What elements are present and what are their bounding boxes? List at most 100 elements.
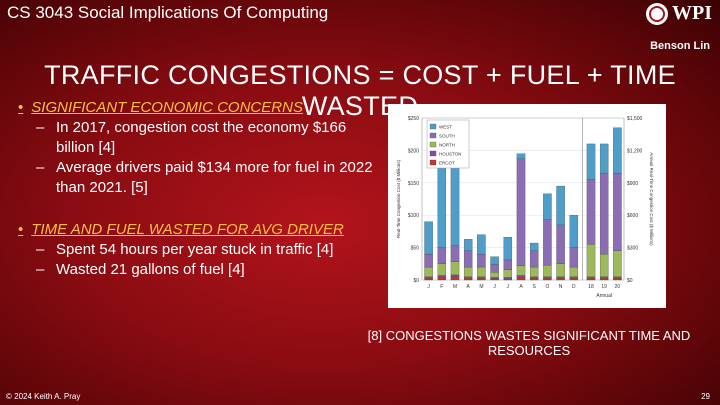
- bar-segment-south: [569, 247, 579, 268]
- bar-segment-houston: [556, 276, 565, 279]
- bar-segment-ercot: [529, 277, 539, 281]
- bullet-item: – In 2017, congestion cost the economy $1…: [36, 119, 347, 156]
- bar-segment-houston: [599, 276, 609, 279]
- bullet-heading-time-fuel: • TIME AND FUEL WASTED FOR AVG DRIVER: [18, 221, 344, 238]
- bar-segment-south: [463, 250, 473, 268]
- wpi-logo: WPI: [646, 2, 712, 25]
- bar-segment-north: [503, 269, 513, 278]
- bullet-list: • SIGNIFICANT ECONOMIC CONCERNS – In 2017…: [18, 98, 378, 280]
- bar-segment-houston: [503, 277, 513, 279]
- x-tick-label: 19: [601, 284, 607, 290]
- bar-segment-west: [599, 143, 609, 174]
- x-tick-label: A: [519, 284, 523, 290]
- bar-segment-south: [586, 179, 596, 245]
- bar-segment-west: [556, 185, 565, 226]
- bar-segment-west: [463, 239, 473, 251]
- chart-svg: $0 $50 $100 $150 $200 $250 $0 $300 $600 $900 $1,20…: [396, 116, 654, 299]
- bar-segment-houston: [424, 276, 433, 279]
- x-tick-label: S: [533, 284, 537, 290]
- dash-icon: –: [36, 261, 45, 278]
- x-tick-label: J: [507, 284, 510, 290]
- copyright-footer: © 2024 Keith A. Pray: [6, 392, 81, 401]
- bar-segment-ercot: [503, 278, 513, 281]
- bullet-item: – Spent 54 hours per year stuck in traffi…: [36, 241, 334, 258]
- bar-segment-ercot: [490, 278, 499, 281]
- bar-segment-ercot: [556, 277, 565, 281]
- bar-segment-west: [477, 234, 486, 255]
- y-tick-label: $100: [408, 213, 419, 219]
- y2-tick-label: $0: [627, 278, 633, 284]
- bar-segment-south: [543, 219, 552, 266]
- bar-segment-north: [613, 250, 622, 277]
- bar-segment-south: [503, 259, 513, 270]
- bar-segment-ercot: [477, 277, 486, 281]
- bar-segment-south: [477, 253, 486, 268]
- wpi-seal-icon: [646, 2, 668, 25]
- bar-segment-west: [543, 193, 552, 220]
- bar-segment-north: [477, 266, 486, 277]
- x-tick-label: J: [427, 284, 430, 290]
- bar-segment-ercot: [463, 277, 473, 281]
- bar-segment-houston: [463, 276, 473, 279]
- course-title: CS 3043 Social Implications Of Computing: [7, 3, 329, 22]
- bar-segment-ercot: [569, 277, 579, 281]
- y2-axis-label: Annual Real-Time Congestion Cost ($ Mill…: [649, 152, 654, 246]
- bar-segment-north: [599, 253, 609, 277]
- x-tick-label: D: [572, 284, 576, 290]
- y2-tick-label: $300: [627, 246, 638, 252]
- bar-segment-houston: [450, 274, 460, 277]
- legend-swatch-south: [429, 132, 437, 139]
- chart-caption: [8] CONGESTIONS WASTES SIGNIFICANT TIME …: [367, 328, 691, 358]
- bar-segment-south: [490, 264, 499, 273]
- bar-segment-west: [569, 215, 579, 248]
- bar-segment-houston: [490, 277, 499, 279]
- bar-segment-south: [556, 224, 565, 264]
- y2-tick-label: $1,500: [627, 116, 643, 122]
- bar-segment-west: [529, 242, 539, 251]
- legend-swatch-ercot: [429, 159, 437, 166]
- bar-segment-houston: [586, 276, 596, 279]
- bar-segment-north: [569, 266, 579, 277]
- bar-segment-ercot: [424, 277, 433, 281]
- bar-segment-west: [586, 143, 596, 180]
- bullet-item: – Average drivers paid $134 more for fuel…: [36, 159, 373, 196]
- bullet-dot-icon: •: [18, 99, 24, 116]
- bar-segment-north: [463, 266, 473, 277]
- bar-segment-west: [613, 127, 622, 174]
- congestion-cost-chart: $0 $50 $100 $150 $200 $250 $0 $300 $600 $900 $1,20…: [388, 104, 666, 308]
- bar-segment-ercot: [516, 277, 526, 281]
- page-number: 29: [701, 392, 710, 401]
- x-tick-label: 18: [588, 284, 594, 290]
- y-tick-label: $50: [411, 246, 420, 252]
- bar-segment-ercot: [613, 277, 622, 281]
- bar-segment-north: [586, 244, 596, 277]
- bullet-heading-economic: • SIGNIFICANT ECONOMIC CONCERNS: [18, 99, 303, 116]
- legend-label-ercot: ERCOT: [439, 161, 455, 166]
- bar-segment-houston: [543, 276, 552, 279]
- bar-segment-south: [516, 158, 526, 266]
- y-tick-label: $0: [413, 278, 419, 284]
- bar-segment-south: [437, 247, 447, 264]
- x-tick-label: O: [545, 284, 549, 290]
- bar-segment-north: [437, 263, 447, 276]
- legend-label-west: WEST: [439, 125, 452, 130]
- author-name: Benson Lin: [650, 40, 710, 52]
- y2-tick-label: $600: [627, 213, 638, 219]
- bar-segment-houston: [477, 276, 486, 279]
- bar-segment-north: [529, 266, 539, 277]
- bar-segment-north: [543, 264, 552, 277]
- x-tick-label: J: [493, 284, 496, 290]
- bar-segment-south: [599, 172, 609, 255]
- bar-segment-west: [490, 256, 499, 265]
- bar-segment-south: [613, 172, 622, 251]
- bar-segment-houston: [437, 275, 447, 278]
- bar-segment-south: [424, 253, 433, 268]
- bullet-dot-icon: •: [18, 221, 24, 238]
- legend-swatch-houston: [429, 150, 437, 157]
- bar-segment-ercot: [586, 277, 596, 281]
- legend-label-north: NORTH: [439, 143, 455, 148]
- legend-label-south: SOUTH: [439, 134, 455, 139]
- bar-segment-west: [503, 237, 513, 261]
- x-tick-label: 20: [615, 284, 621, 290]
